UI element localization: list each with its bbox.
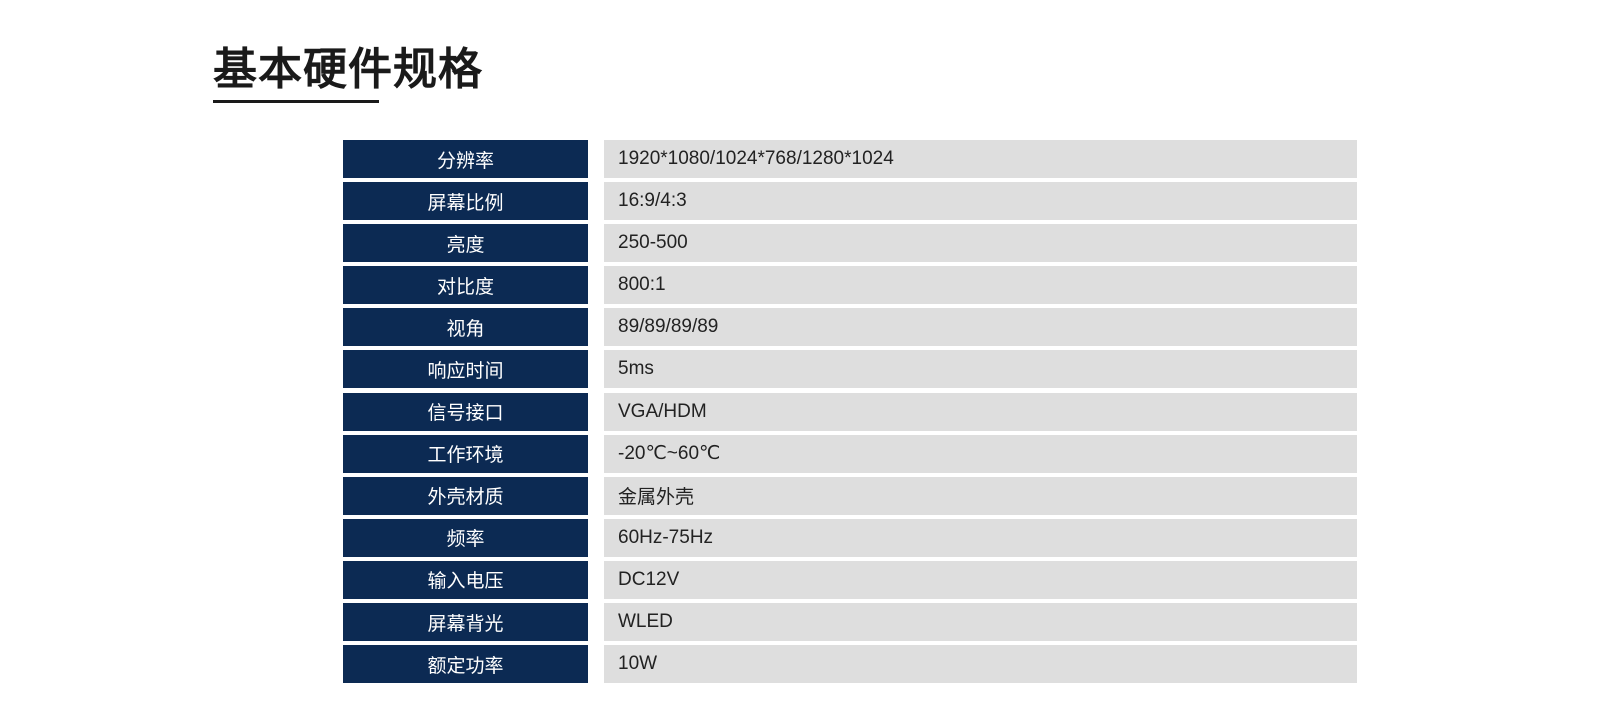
spec-value: 10W bbox=[604, 645, 1357, 684]
spec-label: 对比度 bbox=[343, 266, 588, 305]
spec-label: 亮度 bbox=[343, 224, 588, 263]
spec-row: 对比度 800:1 bbox=[343, 266, 1357, 305]
spec-label: 频率 bbox=[343, 518, 588, 557]
spec-label: 额定功率 bbox=[343, 645, 588, 684]
spec-row: 工作环境 -20℃~60℃ bbox=[343, 434, 1357, 473]
spec-row: 分辨率 1920*1080/1024*768/1280*1024 bbox=[343, 140, 1357, 178]
spec-value: 89/89/89/89 bbox=[604, 308, 1357, 347]
spec-label: 信号接口 bbox=[343, 392, 588, 431]
spec-value: 800:1 bbox=[604, 266, 1357, 305]
spec-value: DC12V bbox=[604, 560, 1357, 599]
spec-label: 输入电压 bbox=[343, 560, 588, 599]
spec-value: WLED bbox=[604, 603, 1357, 642]
title-underline bbox=[213, 100, 379, 103]
spec-table: 分辨率 1920*1080/1024*768/1280*1024 屏幕比例 16:9/… bbox=[343, 140, 1357, 687]
spec-row: 输入电压 DC12V bbox=[343, 560, 1357, 599]
spec-label: 视角 bbox=[343, 308, 588, 347]
spec-value: 1920*1080/1024*768/1280*1024 bbox=[604, 140, 1357, 178]
spec-row: 亮度 250-500 bbox=[343, 224, 1357, 263]
spec-row: 信号接口 VGA/HDM bbox=[343, 392, 1357, 431]
spec-row: 响应时间 5ms bbox=[343, 350, 1357, 389]
spec-value: -20℃~60℃ bbox=[604, 434, 1357, 473]
spec-value: 5ms bbox=[604, 350, 1357, 389]
spec-row: 视角 89/89/89/89 bbox=[343, 308, 1357, 347]
spec-label: 屏幕背光 bbox=[343, 603, 588, 642]
page-title: 基本硬件规格 bbox=[213, 44, 483, 95]
spec-row: 额定功率 10W bbox=[343, 645, 1357, 684]
spec-value: 250-500 bbox=[604, 224, 1357, 263]
spec-value: 金属外壳 bbox=[604, 476, 1357, 515]
spec-value: 16:9/4:3 bbox=[604, 182, 1357, 221]
spec-label: 工作环境 bbox=[343, 434, 588, 473]
spec-label: 响应时间 bbox=[343, 350, 588, 389]
spec-row: 外壳材质 金属外壳 bbox=[343, 476, 1357, 515]
spec-row: 屏幕比例 16:9/4:3 bbox=[343, 182, 1357, 221]
spec-value: VGA/HDM bbox=[604, 392, 1357, 431]
spec-label: 屏幕比例 bbox=[343, 182, 588, 221]
spec-label: 外壳材质 bbox=[343, 476, 588, 515]
spec-label: 分辨率 bbox=[343, 140, 588, 178]
spec-row: 屏幕背光 WLED bbox=[343, 603, 1357, 642]
spec-value: 60Hz-75Hz bbox=[604, 518, 1357, 557]
spec-row: 频率 60Hz-75Hz bbox=[343, 518, 1357, 557]
